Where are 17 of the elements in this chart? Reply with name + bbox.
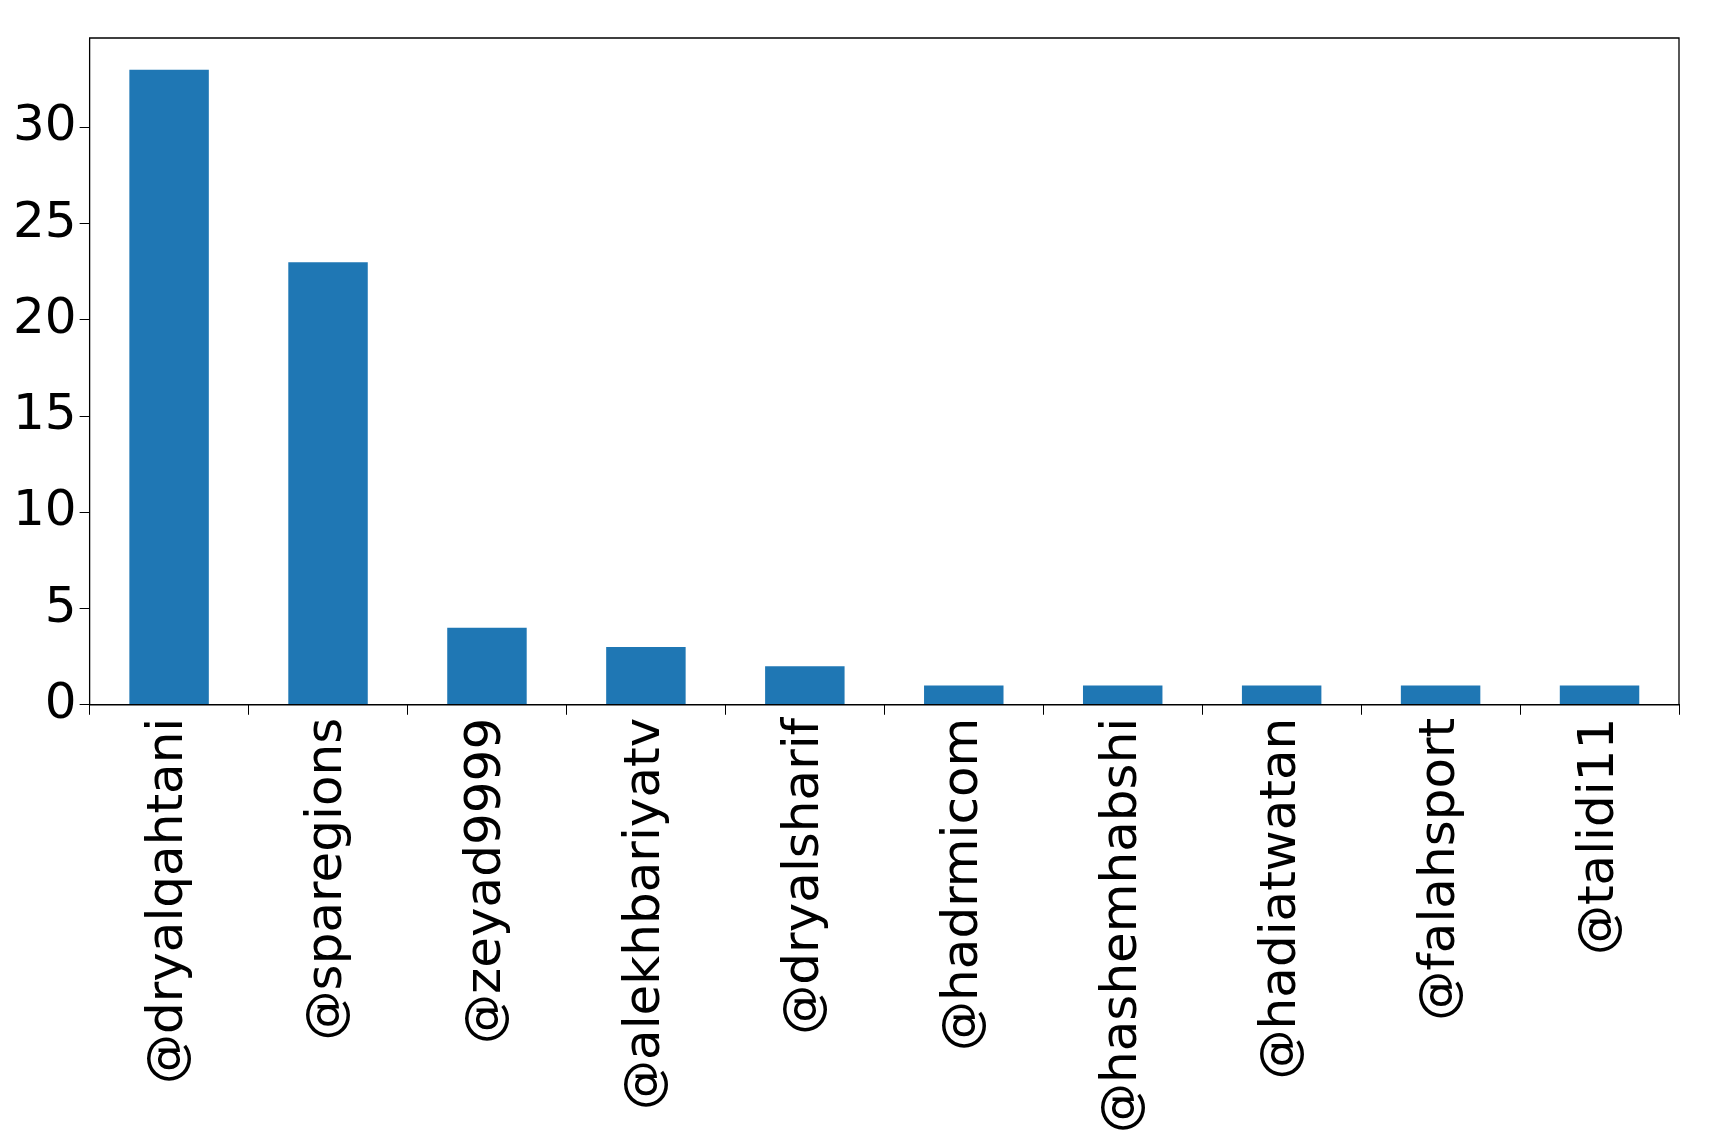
y-tick-label: 5 xyxy=(44,575,77,634)
x-tick-label: @hashemhabshi xyxy=(1089,717,1148,1133)
x-tick-label: @falahsport xyxy=(1407,717,1466,1021)
y-tick-label: 20 xyxy=(13,286,77,345)
y-tick-label: 25 xyxy=(13,190,77,249)
y-tick-label: 30 xyxy=(13,94,77,153)
x-tick-label: @hadrmicom xyxy=(930,717,989,1051)
y-tick-label: 0 xyxy=(44,671,77,730)
x-tick-label: @hadiatwatan xyxy=(1248,717,1307,1080)
y-tick-label: 15 xyxy=(13,383,77,442)
y-tick-label: 10 xyxy=(13,479,77,538)
x-tick-label: @dryalsharif xyxy=(771,716,830,1035)
x-tick-label: @zeyad9999 xyxy=(453,717,512,1044)
x-tick-label: @dryalqahtani xyxy=(136,717,195,1085)
x-tick-label: @alekhbariyatv xyxy=(612,717,671,1110)
x-tick-label: @sparegions xyxy=(295,717,354,1041)
x-tick-label: @talidi11 xyxy=(1566,717,1625,956)
